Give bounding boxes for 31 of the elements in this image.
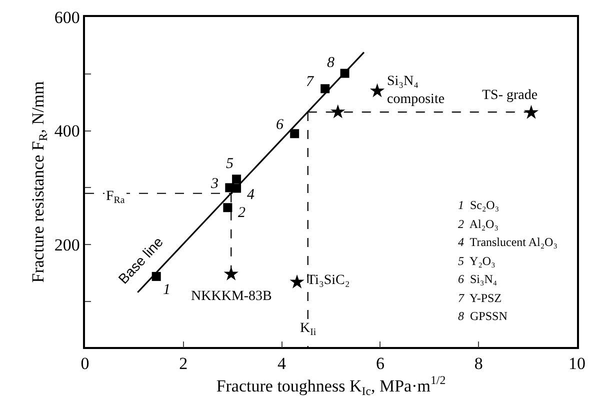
x-tick-label: 2 [179,354,188,374]
x-tick-label: 6 [376,354,384,374]
annotation: Si₃N₄ composite [387,74,445,108]
annotation: 4 [247,187,255,203]
annotation: 6 [276,117,284,133]
annotation: 6 Si₃N₄ [458,272,498,286]
annotation: TS- grade [482,88,538,103]
annotation: 1 Sc₂O₃ [458,198,500,212]
annotation: 2 [238,205,246,221]
annotation: NKKKM-83B [191,289,272,304]
x-tick-label: 4 [278,354,287,374]
annotation: 4 Translucent Al₂O₃ [458,235,558,249]
annotation: K$_{Ii}$ [300,321,316,338]
x-tick-label: 0 [80,354,90,374]
annotation: 3 [210,176,218,192]
x-axis-title: Fracture toughness K$_{Ic}$, MPa·m$^{1/2}$ [216,373,446,398]
y-tick-label: 400 [54,122,80,141]
annotation: 5 Y₂O₃ [458,254,496,268]
annotation: 1 [163,282,170,298]
annotation: Ti₃SiC₂ [307,273,350,288]
y-tick-label: 600 [54,8,80,27]
y-tick-label: 200 [54,236,80,255]
x-tick-label: 8 [474,354,483,374]
annotation: 8 [327,55,335,71]
annotation: 7 [306,74,315,90]
annotation: 2 Al₂O₃ [458,217,498,231]
annotation: 7 Y-PSZ [458,291,502,305]
annotation: 8 GPSSN [458,309,508,323]
annotation: F$_{Ra}$ [106,189,126,206]
annotation: 5 [226,156,234,172]
x-tick-label: 10 [568,354,586,374]
